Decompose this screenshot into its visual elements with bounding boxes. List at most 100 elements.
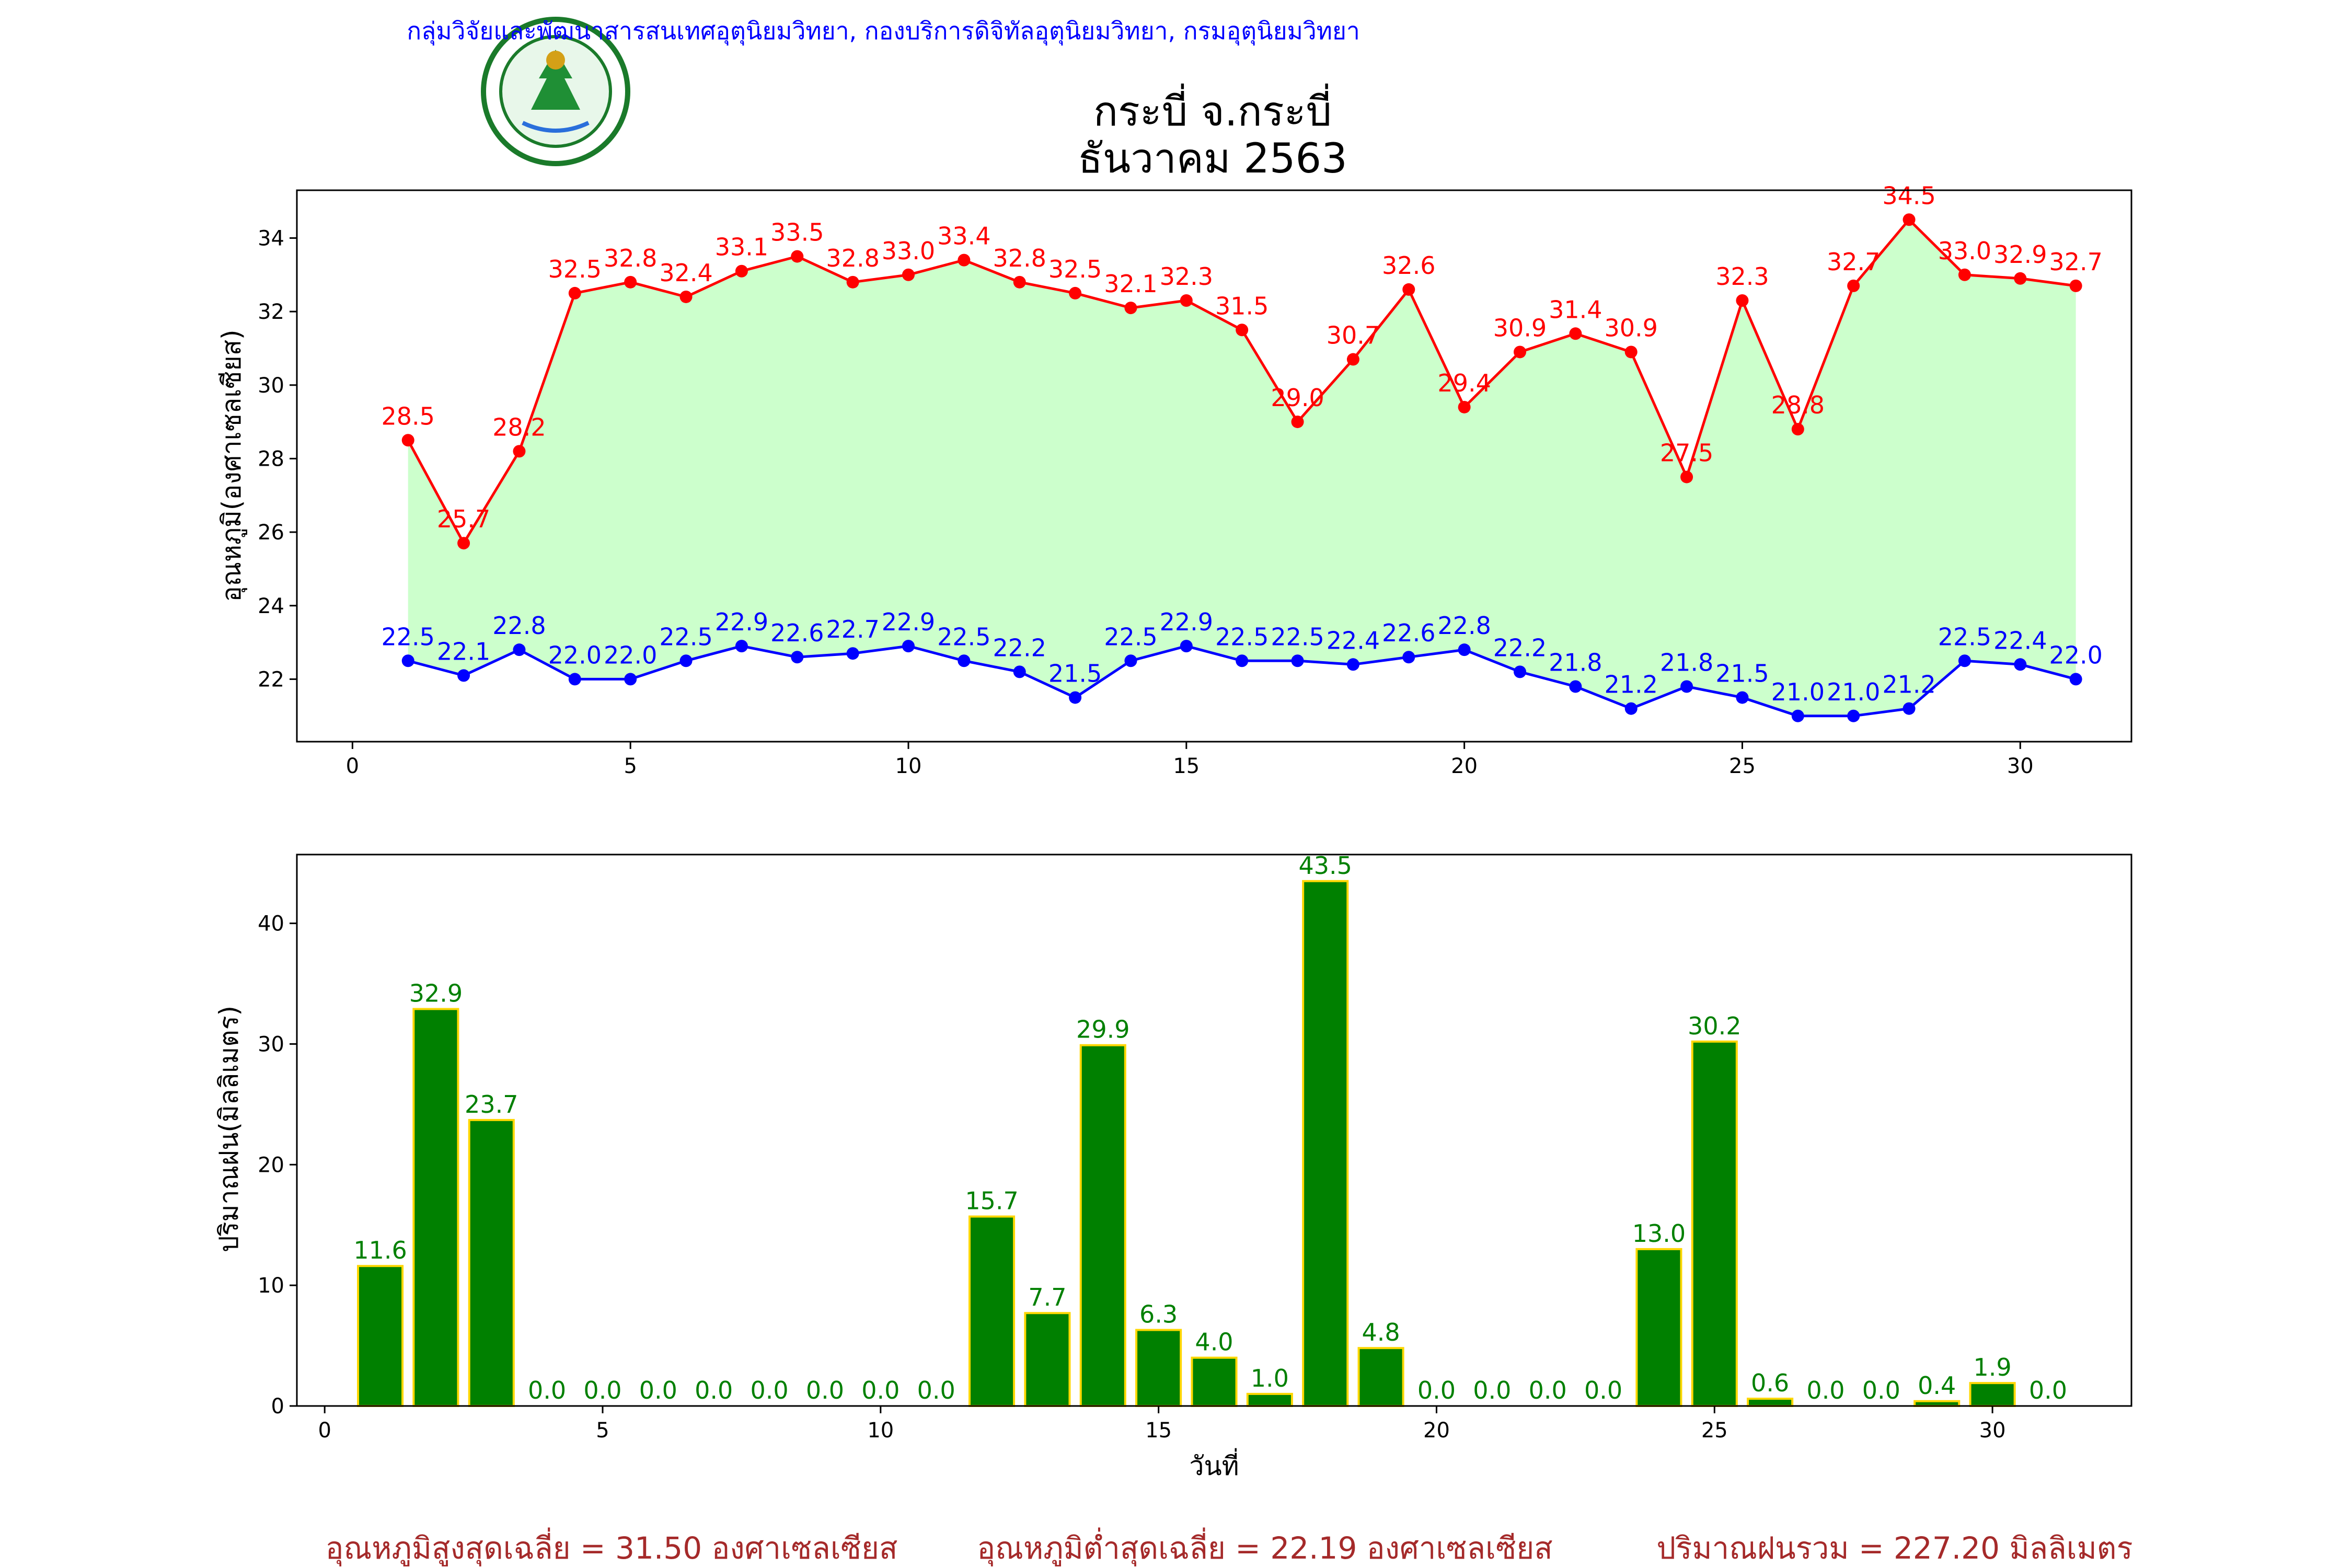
max-temp-data-label: 31.5 [1215, 292, 1269, 320]
rainfall-bar [1024, 1312, 1071, 1408]
temperature-y-axis-label: อุณหภูมิ(องศาเซลเซียส) [216, 329, 247, 602]
min-temp-point [1124, 654, 1137, 667]
logo [481, 17, 630, 166]
min-temp-data-label: 22.8 [1437, 612, 1491, 640]
temperature-chart: 28.525.728.232.5 32.832.433.133.532.8 33.0… [216, 181, 2132, 778]
max-temp-data-label: 30.9 [1493, 314, 1547, 342]
max-temp-data-label: 32.9 [1993, 240, 2047, 269]
min-temp-point [1346, 658, 1359, 671]
max-temp-point [1291, 416, 1304, 429]
min-temp-data-label: 22.4 [1993, 626, 2047, 654]
max-temp-data-label: 33.1 [715, 233, 768, 261]
y-tick-label: 26 [258, 521, 284, 545]
temperature-data-labels: 28.525.728.232.5 32.832.433.133.532.8 33.0… [382, 181, 2103, 706]
rainfall-bar [1191, 1356, 1238, 1408]
min-temp-point [1069, 691, 1082, 704]
max-temp-data-label: 32.5 [548, 255, 602, 283]
x-tick-label: 20 [1423, 1419, 1450, 1443]
min-temp-point [401, 654, 414, 667]
max-temp-data-label: 28.2 [492, 413, 546, 441]
min-temp-point [2014, 658, 2027, 671]
x-tick-label: 30 [2007, 754, 2034, 778]
min-temp-point [1458, 643, 1471, 656]
max-temp-point [1514, 345, 1526, 359]
rainfall-data-label: 0.0 [1806, 1376, 1844, 1404]
rainfall-bars [357, 880, 2016, 1408]
rainfall-bar [1691, 1040, 1738, 1407]
max-temp-data-label: 32.7 [2049, 248, 2102, 276]
rainfall-data-label: 1.0 [1251, 1364, 1289, 1392]
rainfall-bar [1635, 1248, 1682, 1408]
y-tick-label: 30 [258, 374, 284, 398]
max-temp-point [791, 250, 804, 263]
rainfall-data-label: 0.0 [695, 1376, 733, 1404]
rainfall-data-label: 0.0 [583, 1376, 621, 1404]
max-temp-data-label: 32.8 [826, 244, 879, 272]
min-temp-point [1958, 654, 1971, 667]
max-temp-point [1124, 302, 1137, 315]
min-temp-point [1291, 654, 1304, 667]
max-temp-data-label: 33.0 [882, 237, 935, 265]
rainfall-data-label: 7.7 [1028, 1283, 1066, 1311]
y-tick-label: 10 [258, 1274, 284, 1298]
min-temp-point [1736, 691, 1749, 704]
x-tick-label: 0 [318, 1419, 331, 1443]
max-temp-point [1624, 345, 1638, 359]
min-temp-point [1624, 702, 1638, 715]
max-temp-data-label: 29.0 [1271, 384, 1324, 412]
max-temp-point [958, 253, 971, 267]
rainfall-bar [1079, 1044, 1126, 1408]
rainfall-data-label: 0.4 [1918, 1371, 1956, 1400]
y-tick-label: 22 [258, 667, 284, 691]
min-temp-data-label: 21.8 [1549, 649, 1602, 677]
x-tick-label: 10 [895, 754, 922, 778]
max-temp-data-label: 28.5 [382, 402, 435, 430]
min-temp-data-label: 21.5 [1048, 660, 1102, 688]
min-temp-data-label: 22.7 [826, 615, 879, 643]
y-tick-label: 0 [271, 1394, 284, 1419]
rainfall-data-label: 32.9 [409, 979, 463, 1007]
y-tick-label: 32 [258, 300, 284, 324]
max-temp-point [513, 445, 526, 458]
max-temp-data-label: 25.7 [437, 505, 490, 533]
rainfall-data-label: 29.9 [1076, 1016, 1129, 1044]
min-temp-point [624, 673, 637, 686]
x-tick-label: 15 [1173, 754, 1200, 778]
max-temp-point [2014, 272, 2027, 285]
rainfall-data-label: 0.0 [806, 1376, 844, 1404]
rainfall-data-label: 0.0 [1417, 1376, 1456, 1404]
rainfall-y-axis-label: ปริมาณฝน(มิลลิเมตร) [214, 1006, 244, 1252]
max-temp-point [846, 275, 859, 289]
max-temp-data-label: 30.9 [1605, 314, 1658, 342]
rainfall-data-label: 11.6 [353, 1236, 407, 1264]
rainfall-data-label: 0.0 [861, 1376, 900, 1404]
max-temp-data-label: 28.8 [1771, 391, 1825, 419]
min-temp-data-label: 21.8 [1660, 649, 1713, 677]
rainfall-bar [1135, 1329, 1182, 1407]
footer-avg-max-temp: อุณหภูมิสูงสุดเฉลี่ย = 31.50 องศาเซลเซีย… [326, 1527, 898, 1567]
min-temp-data-label: 21.2 [1882, 671, 1935, 699]
y-tick-label: 34 [258, 226, 284, 250]
min-temp-data-label: 21.0 [1771, 678, 1825, 706]
max-temp-data-label: 31.4 [1549, 295, 1602, 324]
max-temp-data-label: 27.5 [1660, 439, 1713, 467]
max-temp-data-label: 32.8 [993, 244, 1046, 272]
min-temp-point [1402, 651, 1415, 664]
rainfall-data-label: 30.2 [1688, 1012, 1741, 1040]
y-tick-label: 30 [258, 1032, 284, 1056]
max-temp-data-label: 32.3 [1160, 262, 1213, 291]
footer-avg-min-temp: อุณหภูมิต่ำสุดเฉลี่ย = 22.19 องศาเซลเซีย… [977, 1527, 1552, 1567]
min-temp-data-label: 22.0 [604, 641, 657, 669]
rainfall-bar [468, 1119, 515, 1407]
max-temp-data-label: 33.0 [1938, 237, 1991, 265]
footer-total-rain: ปริมาณฝนรวม = 227.20 มิลลิเมตร [1656, 1530, 2132, 1566]
max-temp-point [1680, 470, 1693, 483]
max-temp-data-label: 32.5 [1048, 255, 1102, 283]
rainfall-bar [1357, 1347, 1404, 1408]
min-temp-data-label: 22.5 [937, 622, 990, 651]
x-tick-label: 25 [1729, 754, 1756, 778]
rainfall-bar [412, 1008, 459, 1407]
rainfall-bar [1969, 1382, 2016, 1408]
rainfall-bar [357, 1265, 404, 1407]
